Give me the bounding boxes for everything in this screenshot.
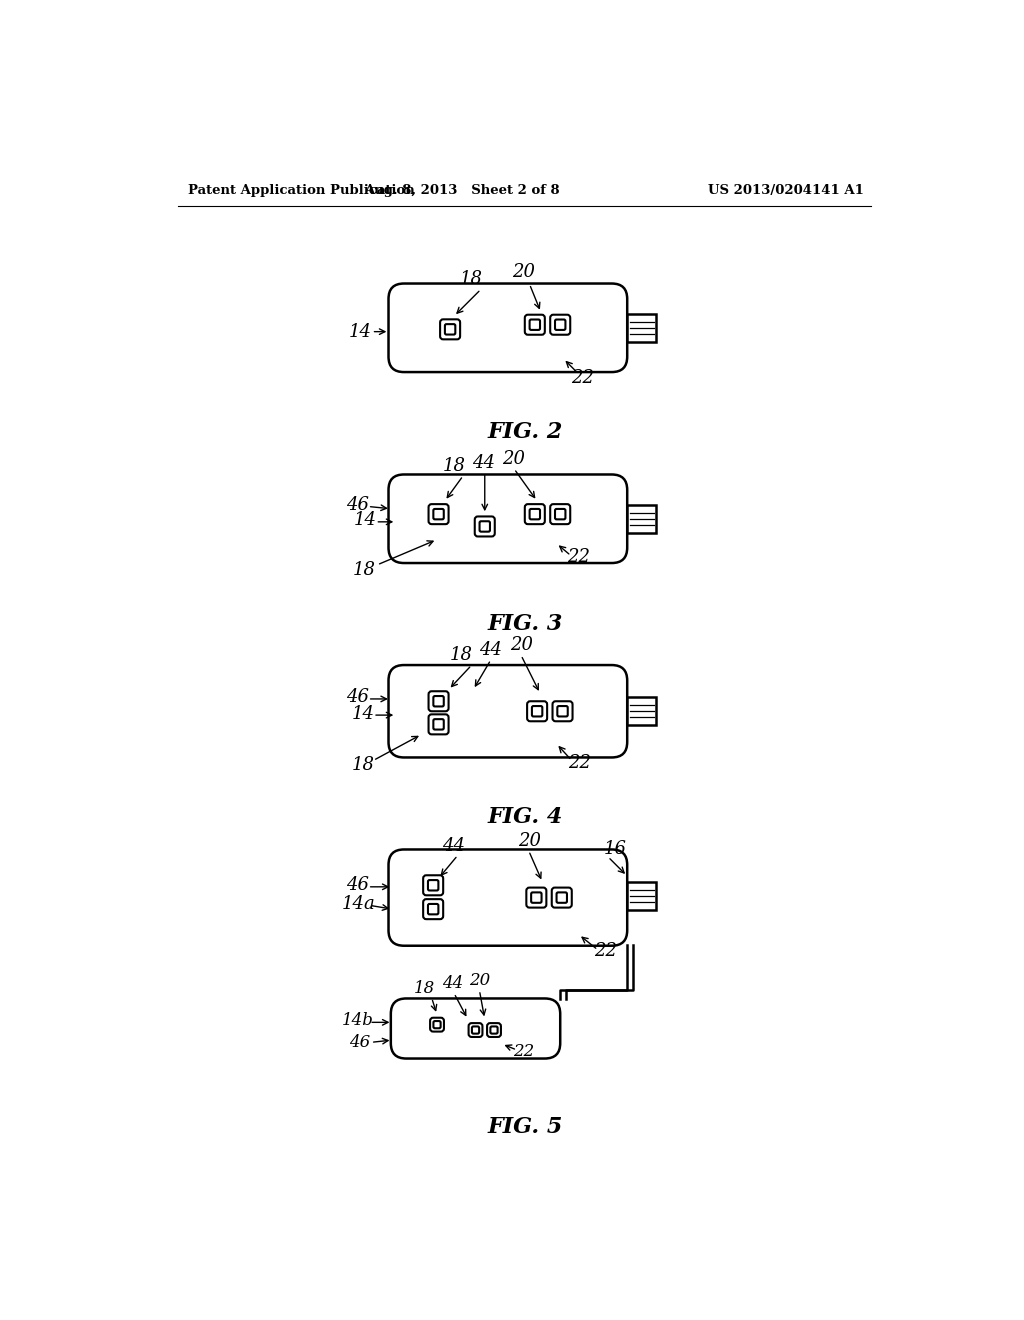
Text: Patent Application Publication: Patent Application Publication <box>188 185 415 197</box>
Text: FIG. 5: FIG. 5 <box>487 1115 562 1138</box>
FancyBboxPatch shape <box>553 701 572 721</box>
Text: 14a: 14a <box>342 895 376 912</box>
FancyBboxPatch shape <box>487 1023 501 1038</box>
FancyBboxPatch shape <box>429 692 449 711</box>
FancyBboxPatch shape <box>388 850 628 945</box>
Text: 18: 18 <box>460 271 483 288</box>
FancyBboxPatch shape <box>428 904 438 915</box>
FancyBboxPatch shape <box>391 998 560 1059</box>
FancyBboxPatch shape <box>429 714 449 734</box>
Text: 44: 44 <box>441 975 463 993</box>
FancyBboxPatch shape <box>555 319 565 330</box>
FancyBboxPatch shape <box>529 319 540 330</box>
FancyBboxPatch shape <box>433 1022 440 1028</box>
Text: Aug. 8, 2013   Sheet 2 of 8: Aug. 8, 2013 Sheet 2 of 8 <box>364 185 559 197</box>
FancyBboxPatch shape <box>433 510 443 519</box>
Text: 18: 18 <box>442 458 466 475</box>
FancyBboxPatch shape <box>475 516 495 536</box>
Text: 46: 46 <box>346 876 370 894</box>
FancyBboxPatch shape <box>433 696 443 706</box>
FancyBboxPatch shape <box>524 314 545 335</box>
Text: 18: 18 <box>451 645 473 664</box>
Text: 44: 44 <box>479 640 503 659</box>
FancyBboxPatch shape <box>550 504 570 524</box>
Text: 18: 18 <box>414 979 435 997</box>
Text: 20: 20 <box>518 832 541 850</box>
FancyBboxPatch shape <box>550 314 570 335</box>
Bar <box>628 506 656 533</box>
FancyBboxPatch shape <box>472 1027 479 1034</box>
FancyBboxPatch shape <box>527 701 547 721</box>
FancyBboxPatch shape <box>490 1027 498 1034</box>
Text: FIG. 4: FIG. 4 <box>487 805 562 828</box>
Text: 22: 22 <box>594 942 617 961</box>
Bar <box>628 882 656 909</box>
Text: FIG. 3: FIG. 3 <box>487 614 562 635</box>
Bar <box>628 314 656 342</box>
Text: 20: 20 <box>512 264 535 281</box>
Text: 20: 20 <box>510 636 534 653</box>
Text: 22: 22 <box>571 368 594 387</box>
FancyBboxPatch shape <box>531 892 542 903</box>
FancyBboxPatch shape <box>388 284 628 372</box>
FancyBboxPatch shape <box>557 706 567 717</box>
FancyBboxPatch shape <box>423 899 443 919</box>
FancyBboxPatch shape <box>552 887 571 908</box>
Text: 44: 44 <box>442 837 466 855</box>
Text: 22: 22 <box>513 1043 534 1060</box>
Text: 46: 46 <box>349 1034 371 1051</box>
Text: 14: 14 <box>354 511 377 529</box>
Text: 14: 14 <box>351 705 375 723</box>
FancyBboxPatch shape <box>524 504 545 524</box>
FancyBboxPatch shape <box>388 474 628 564</box>
Text: 18: 18 <box>351 756 375 774</box>
Text: 22: 22 <box>567 548 590 566</box>
Text: 14: 14 <box>348 322 372 341</box>
FancyBboxPatch shape <box>429 504 449 524</box>
FancyBboxPatch shape <box>440 319 460 339</box>
Text: 20: 20 <box>469 973 490 989</box>
FancyBboxPatch shape <box>531 706 543 717</box>
FancyBboxPatch shape <box>423 875 443 895</box>
Text: US 2013/0204141 A1: US 2013/0204141 A1 <box>708 185 864 197</box>
Text: 44: 44 <box>472 454 495 471</box>
FancyBboxPatch shape <box>479 521 489 532</box>
Text: 14b: 14b <box>342 1012 374 1030</box>
Text: 46: 46 <box>346 496 370 513</box>
FancyBboxPatch shape <box>428 880 438 891</box>
FancyBboxPatch shape <box>555 510 565 519</box>
Text: 18: 18 <box>352 561 376 579</box>
Text: 16: 16 <box>604 840 627 858</box>
Bar <box>628 697 656 725</box>
FancyBboxPatch shape <box>430 1018 444 1032</box>
FancyBboxPatch shape <box>526 887 547 908</box>
Text: 22: 22 <box>568 754 591 772</box>
Text: FIG. 2: FIG. 2 <box>487 421 562 442</box>
Text: 20: 20 <box>503 450 525 467</box>
FancyBboxPatch shape <box>388 665 628 758</box>
FancyBboxPatch shape <box>433 719 443 730</box>
FancyBboxPatch shape <box>469 1023 482 1038</box>
FancyBboxPatch shape <box>529 510 540 519</box>
Text: 46: 46 <box>346 689 370 706</box>
FancyBboxPatch shape <box>444 325 456 334</box>
FancyBboxPatch shape <box>557 892 567 903</box>
